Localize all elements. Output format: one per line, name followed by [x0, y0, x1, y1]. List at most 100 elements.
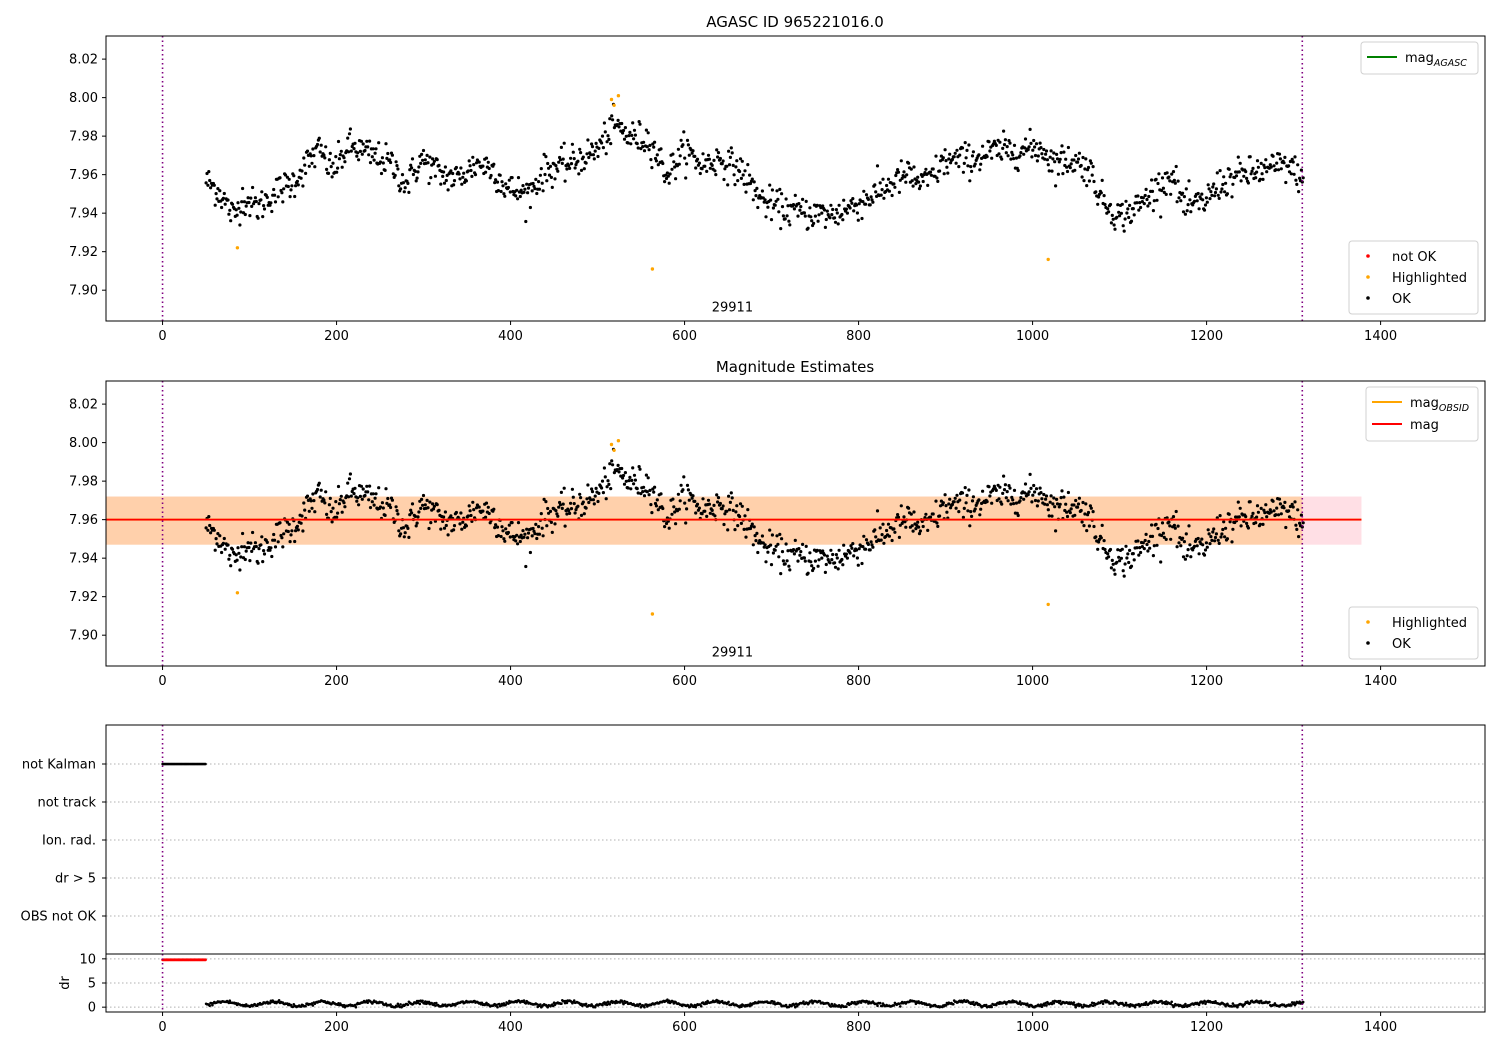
- ok-point: [648, 143, 652, 147]
- ok-point: [881, 522, 885, 526]
- x-tick-label: 200: [324, 674, 349, 689]
- ok-point: [1179, 544, 1183, 548]
- ok-point: [1012, 143, 1017, 147]
- ok-point: [380, 156, 384, 160]
- ok-point: [642, 485, 646, 489]
- ok-point: [705, 514, 709, 519]
- ok-point: [1008, 141, 1012, 145]
- ok-point: [1069, 162, 1073, 166]
- x-tick-label: 400: [498, 674, 523, 689]
- ok-point: [777, 555, 781, 559]
- ok-point: [1058, 502, 1062, 506]
- ok-point: [1053, 505, 1057, 509]
- ok-point: [290, 529, 294, 533]
- ok-point: [642, 140, 646, 144]
- ok-point: [435, 158, 439, 162]
- ok-point: [327, 158, 331, 162]
- ok-point: [1107, 210, 1111, 214]
- ok-point: [1218, 514, 1222, 518]
- x-tick-label: 600: [672, 674, 697, 689]
- ok-point: [667, 181, 671, 185]
- ok-point: [472, 508, 476, 512]
- ok-point: [1278, 157, 1282, 161]
- ok-point: [530, 534, 534, 538]
- ok-point: [464, 524, 468, 528]
- ok-point: [738, 157, 743, 161]
- ok-point: [679, 483, 683, 487]
- ok-point: [1291, 160, 1295, 164]
- ok-point: [442, 515, 446, 519]
- ok-point: [1174, 164, 1178, 169]
- ok-point: [816, 564, 820, 568]
- ok-point: [410, 511, 414, 515]
- ok-point: [961, 515, 966, 519]
- ok-point: [222, 191, 226, 196]
- ok-point: [1255, 170, 1259, 174]
- ok-point: [1176, 179, 1180, 183]
- ok-point: [439, 182, 443, 186]
- ok-point: [383, 513, 387, 518]
- ok-point: [576, 504, 580, 508]
- ok-point: [735, 159, 739, 163]
- ok-point: [498, 173, 502, 177]
- ok-point: [803, 214, 807, 218]
- dr-ok-point: [560, 1002, 563, 1005]
- highlighted-point: [650, 267, 655, 271]
- ok-point: [537, 187, 542, 191]
- highlighted-point: [235, 591, 240, 595]
- ok-point: [1091, 510, 1095, 514]
- ok-point: [486, 160, 490, 164]
- dr-ok-point: [622, 1002, 625, 1006]
- ok-point: [1289, 172, 1293, 176]
- ok-point: [567, 164, 571, 168]
- ok-point: [1050, 514, 1054, 518]
- ok-point: [1274, 168, 1278, 172]
- ok-point: [1001, 146, 1005, 150]
- ok-point: [1035, 504, 1039, 508]
- ok-point: [1160, 188, 1164, 193]
- ok-point: [1084, 502, 1088, 506]
- ok-point: [809, 215, 813, 219]
- ok-point: [228, 208, 232, 212]
- ok-point: [323, 501, 327, 505]
- ok-point: [813, 559, 818, 563]
- ok-point: [603, 475, 607, 479]
- ok-point: [809, 560, 813, 564]
- ok-point: [917, 525, 921, 529]
- ok-point: [235, 558, 239, 562]
- ok-point: [952, 500, 956, 504]
- ok-point: [501, 529, 505, 533]
- ok-point: [251, 185, 255, 190]
- ok-point: [558, 503, 563, 507]
- dr-ok-point: [1301, 1000, 1305, 1004]
- ok-point: [817, 213, 821, 217]
- ok-point: [849, 544, 853, 548]
- ok-point: [728, 500, 733, 504]
- legend-marker-label: Highlighted: [1392, 616, 1467, 631]
- ok-point: [1152, 544, 1156, 548]
- ok-point: [1076, 502, 1081, 506]
- ok-point: [407, 190, 411, 194]
- ok-point: [731, 508, 735, 512]
- ok-point: [801, 542, 805, 547]
- ok-point: [777, 210, 781, 214]
- ok-point: [519, 188, 523, 192]
- ok-point: [1002, 129, 1006, 133]
- ok-point: [1128, 203, 1132, 207]
- ok-point: [265, 540, 269, 545]
- ok-point: [755, 531, 759, 536]
- ok-point: [710, 163, 714, 167]
- ok-point: [1177, 541, 1181, 545]
- dr-ok-point: [810, 999, 813, 1002]
- x-tick-label: 1000: [1016, 329, 1049, 344]
- ok-point: [572, 157, 576, 161]
- ok-point: [1203, 203, 1208, 207]
- ok-point: [425, 498, 429, 502]
- ok-point: [623, 471, 628, 475]
- ok-point: [1012, 488, 1017, 492]
- ok-point: [1049, 149, 1053, 153]
- ok-point: [1287, 164, 1291, 168]
- ok-point: [840, 212, 844, 217]
- ok-point: [1188, 198, 1192, 202]
- ok-point: [220, 550, 224, 555]
